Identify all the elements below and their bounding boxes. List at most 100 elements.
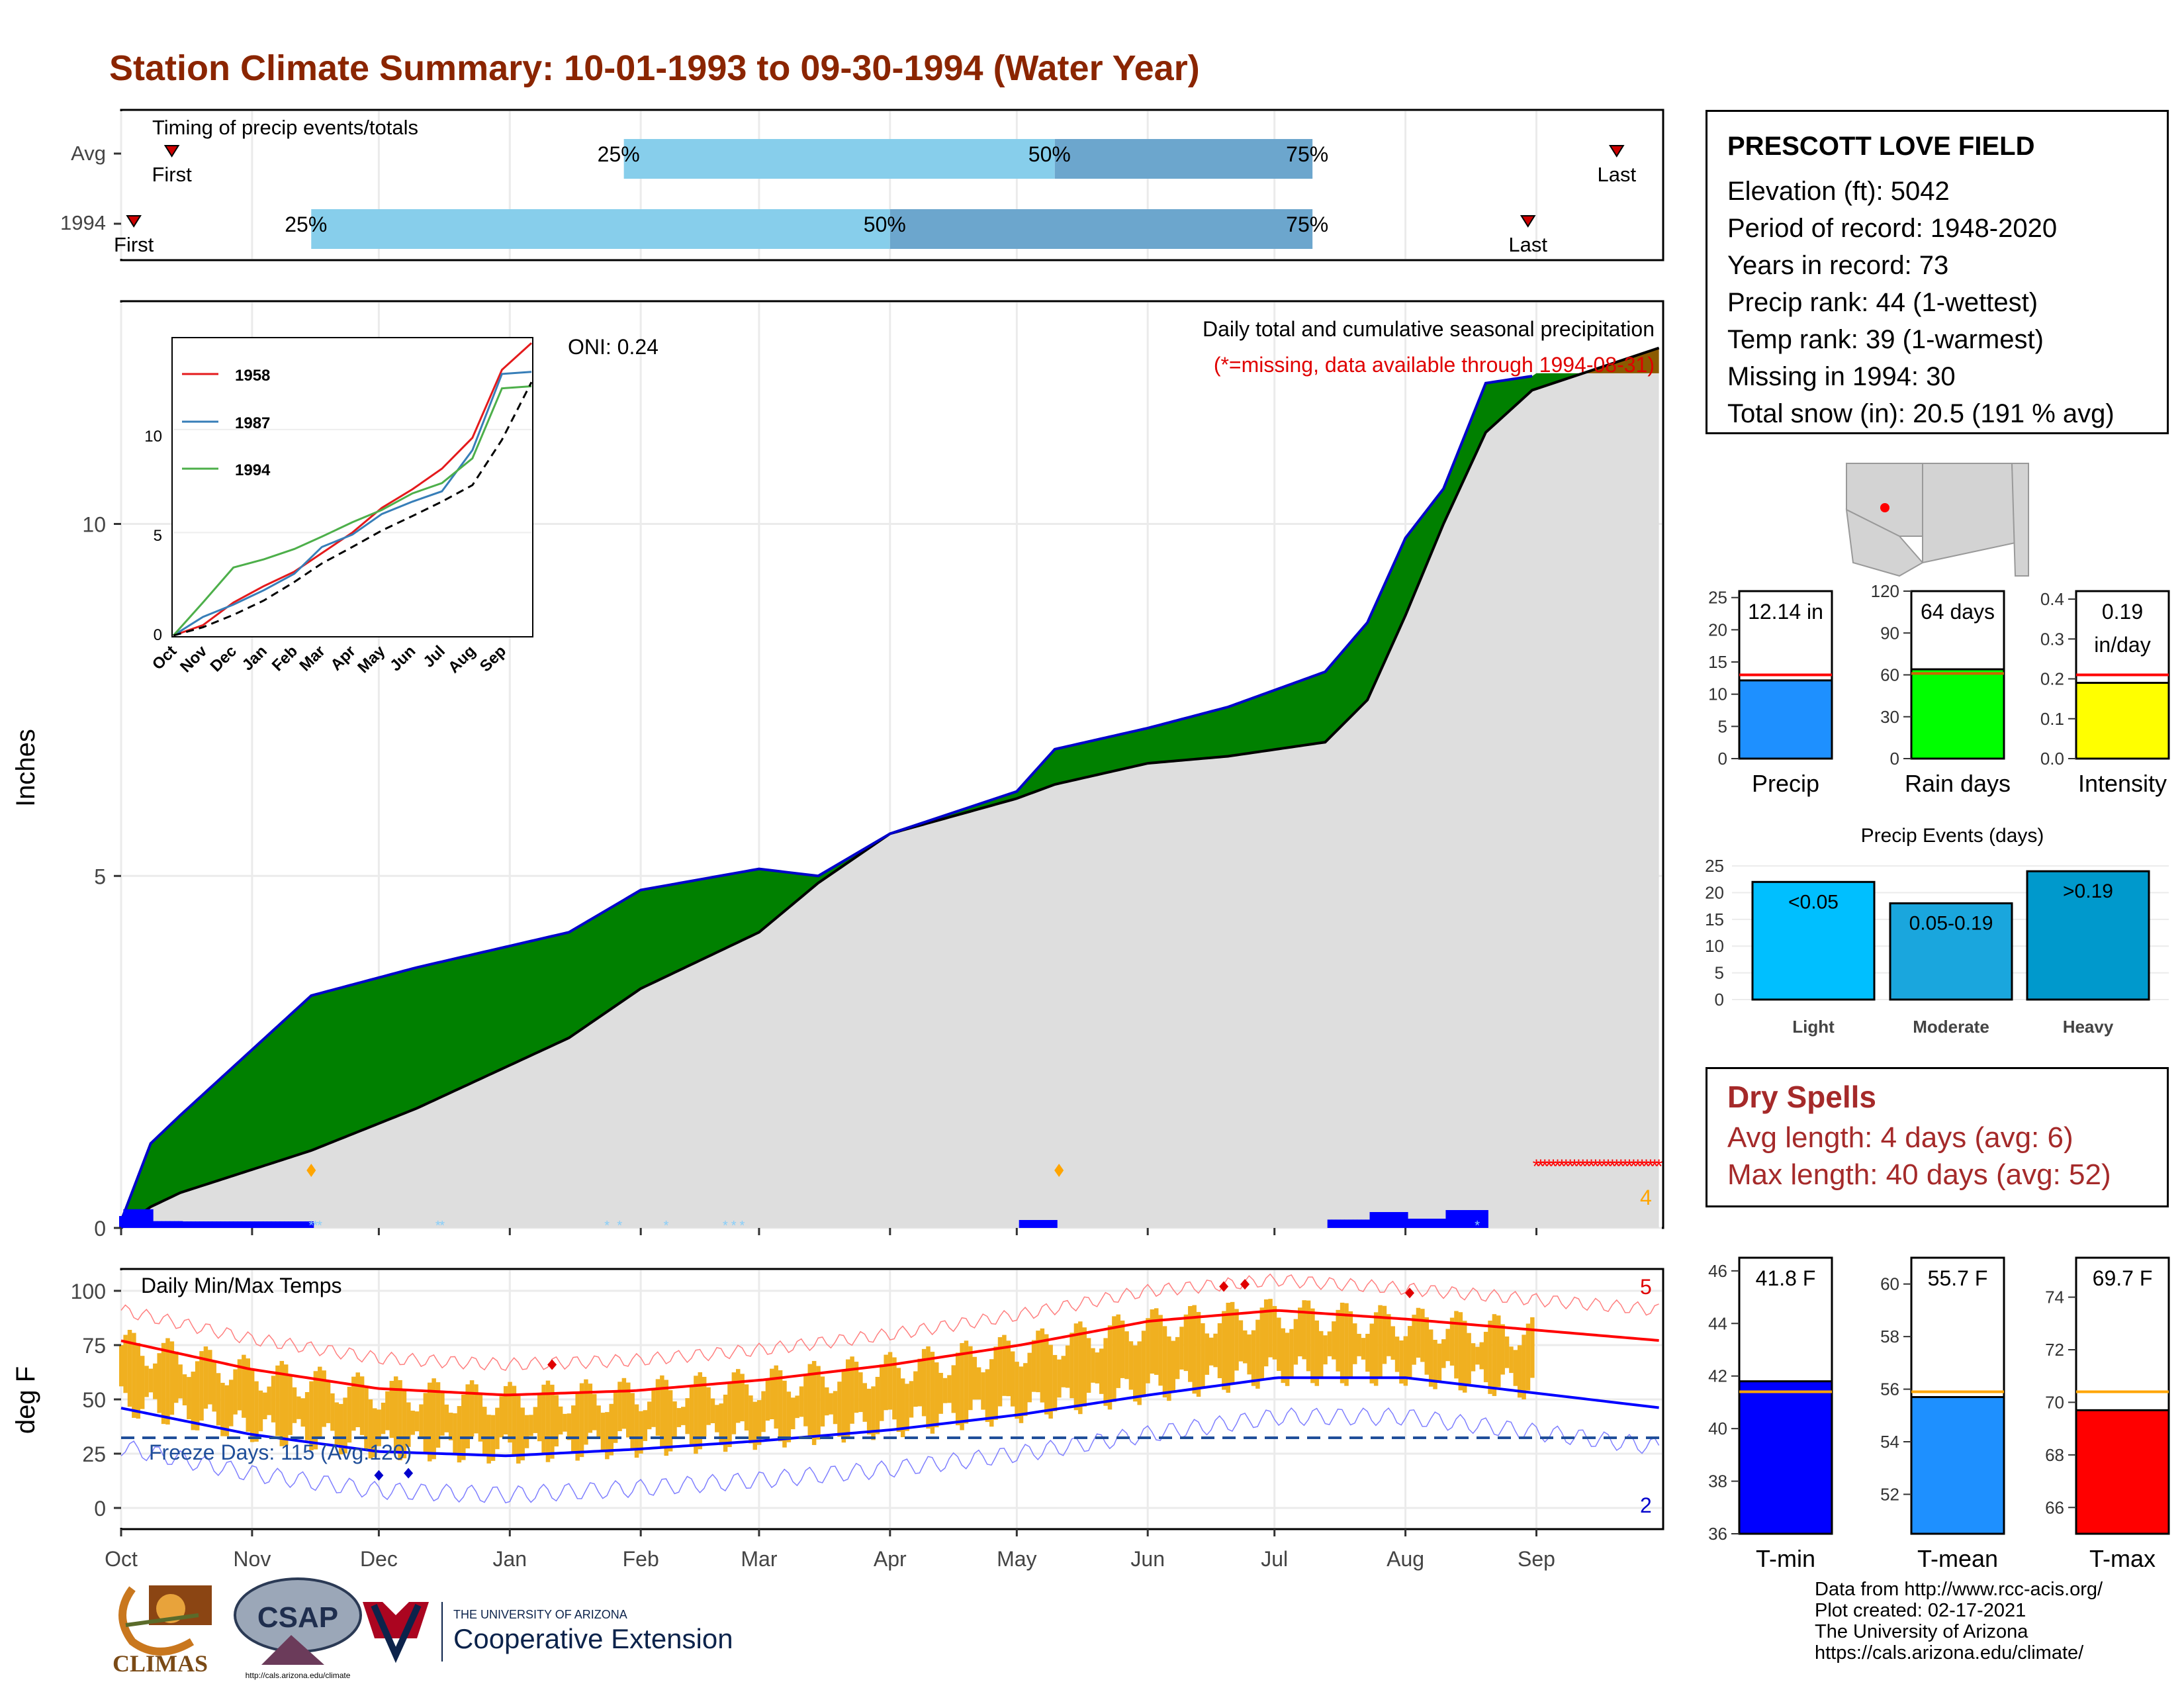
daily-precip-bar: [132, 1209, 137, 1228]
credit-line: Plot created: 02-17-2021: [1815, 1600, 2026, 1621]
inset-line-1958: [173, 342, 533, 637]
events-ytick: 15: [1705, 910, 1724, 929]
daily-precip-bar: [157, 1221, 162, 1228]
daily-temp-bar: [634, 1404, 639, 1458]
daily-temp-bar: [951, 1365, 956, 1413]
daily-precip-bar: [1403, 1212, 1408, 1228]
summary-bar: [1738, 679, 1833, 760]
first-marker: [163, 145, 180, 158]
daily-temp-bar: [1416, 1307, 1421, 1358]
daily-temp-bar: [195, 1361, 200, 1430]
daily-temp-bar: [1205, 1333, 1210, 1375]
daily-temp-bar: [1302, 1300, 1306, 1360]
summary-value-label: 69.7 F: [2093, 1266, 2153, 1290]
daily-temp-bar: [1483, 1331, 1488, 1383]
daily-precip-bar: [1361, 1219, 1366, 1228]
daily-temp-bar: [647, 1401, 652, 1430]
daily-precip-bar: [1445, 1210, 1451, 1228]
daily-temp-bar: [702, 1376, 707, 1437]
daily-temp-bar: [1458, 1312, 1463, 1391]
daily-temp-bar: [917, 1358, 922, 1407]
missing-marker: *: [1579, 1156, 1587, 1178]
summary-xlabel: T-max: [2089, 1545, 2156, 1572]
daily-temp-bar: [389, 1381, 394, 1438]
missing-marker: *: [1558, 1156, 1566, 1178]
daily-temp-bar: [1399, 1340, 1404, 1384]
inset-ytick: 10: [144, 428, 162, 445]
daily-temp-bar: [1268, 1299, 1273, 1358]
timing-bar-50-75: [889, 209, 1313, 249]
timing-row-avg: Avg: [71, 142, 106, 165]
summary-value-label: 12.14 in: [1748, 600, 1823, 624]
daily-precip-bar: [1044, 1220, 1049, 1228]
daily-temp-bar: [1492, 1314, 1497, 1396]
daily-temp-bar: [727, 1382, 732, 1448]
daily-precip-bar: [224, 1221, 230, 1228]
daily-temp-bar: [296, 1396, 301, 1419]
events-ytick: 10: [1705, 936, 1724, 956]
last-label: Last: [1597, 163, 1636, 186]
daily-temp-bar: [584, 1379, 588, 1445]
locator-map: [1840, 460, 2032, 583]
daily-temp-bar: [1095, 1352, 1100, 1383]
daily-temp-bar: [1336, 1309, 1340, 1372]
daily-precip-bar: [1327, 1219, 1332, 1228]
daily-precip-bar: [161, 1221, 166, 1228]
daily-temp-bar: [444, 1404, 449, 1432]
daily-temp-bar: [905, 1383, 909, 1431]
daily-temp-bar: [774, 1365, 778, 1429]
missing-marker: *: [1609, 1156, 1617, 1178]
daily-precip-bar: [1424, 1219, 1430, 1228]
daily-precip-bar: [1027, 1220, 1032, 1228]
daily-temp-bar: [1479, 1342, 1484, 1370]
daily-temp-bar: [964, 1340, 969, 1424]
station-line: Years in record: 73: [1727, 251, 1949, 280]
precip-title: Daily total and cumulative seasonal prec…: [1203, 317, 1655, 341]
temp-panel: Daily Min/Max Temps deg F Freeze Days: 1…: [11, 1268, 1664, 1571]
daily-temp-bar: [212, 1360, 216, 1412]
missing-marker: *: [1625, 1156, 1633, 1178]
dry-spells-max: Max length: 40 days (avg: 52): [1727, 1158, 2111, 1191]
daily-temp-bar: [322, 1370, 326, 1427]
daily-temp-bar: [524, 1415, 529, 1448]
precip-ytick: 10: [82, 513, 106, 537]
daily-precip-bar: [148, 1209, 154, 1228]
daily-temp-bar: [1238, 1320, 1244, 1362]
summary-value-label: 41.8 F: [1756, 1266, 1816, 1290]
daily-temp-bar: [1061, 1356, 1066, 1387]
summary-bar: [2075, 1409, 2170, 1535]
daily-temp-bar: [165, 1338, 170, 1425]
inset-ytick: 0: [154, 626, 162, 644]
precip-ytick: 0: [94, 1217, 106, 1241]
daily-temp-bar: [377, 1409, 381, 1446]
daily-temp-bar: [1230, 1301, 1235, 1385]
daily-precip-bar: [153, 1221, 158, 1228]
daily-precip-bar: [1387, 1212, 1392, 1228]
events-ytick: 5: [1715, 963, 1724, 983]
daily-precip-bar: [119, 1216, 124, 1228]
daily-temp-bar: [187, 1377, 191, 1419]
dry-spells-box: Dry Spells Avg length: 4 days (avg: 6) M…: [1706, 1067, 2169, 1207]
daily-temp-bar: [136, 1342, 141, 1419]
daily-temp-bar: [1382, 1305, 1387, 1364]
last-marker: [1608, 145, 1625, 158]
summary-xlabel: T-min: [1756, 1545, 1815, 1572]
daily-temp-bar: [1065, 1345, 1070, 1388]
daily-temp-bar: [947, 1375, 952, 1403]
daily-temp-bar: [410, 1411, 415, 1435]
month-label: Dec: [360, 1547, 398, 1571]
daily-temp-bar: [1234, 1309, 1239, 1371]
daily-temp-bar: [752, 1401, 758, 1450]
daily-temp-bar: [1525, 1323, 1531, 1391]
daily-temp-bar: [275, 1365, 280, 1436]
daily-temp-bar: [495, 1407, 500, 1450]
daily-temp-bar: [1213, 1333, 1218, 1368]
daily-temp-bar: [960, 1342, 964, 1430]
daily-temp-bar: [1255, 1319, 1260, 1389]
daily-precip-bar: [296, 1221, 302, 1228]
daily-temp-bar: [1120, 1320, 1125, 1378]
missing-marker: *: [1629, 1156, 1637, 1178]
daily-temp-bar: [1340, 1302, 1345, 1383]
daily-temp-bar: [913, 1371, 918, 1407]
daily-temp-bar: [1449, 1317, 1455, 1366]
